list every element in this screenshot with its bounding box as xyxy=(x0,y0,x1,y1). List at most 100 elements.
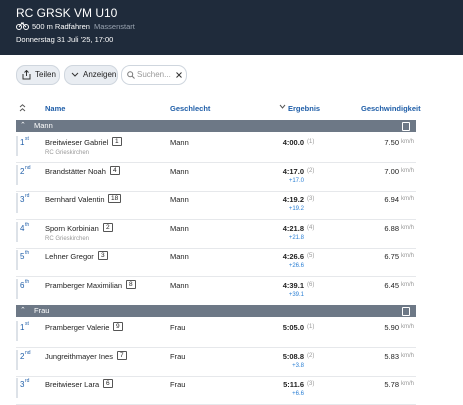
col-gender[interactable]: Geschlecht xyxy=(170,104,211,113)
search-input[interactable]: Suchen... xyxy=(121,65,187,85)
rank-marker xyxy=(16,136,18,156)
time: 5:05.0 xyxy=(282,323,304,332)
gender: Mann xyxy=(170,252,189,261)
place: (3) xyxy=(307,381,315,387)
sort-arrow xyxy=(279,104,286,109)
rank-marker xyxy=(16,378,18,398)
speed: 6.94 xyxy=(384,195,399,204)
header: RC GRSK VM U10 500 m Radfahren Massensta… xyxy=(0,0,463,55)
rank-suffix: nd xyxy=(25,164,31,171)
rank: 1 xyxy=(20,323,25,332)
bib: 7 xyxy=(117,350,127,360)
rank-marker xyxy=(16,250,18,270)
time: 4:39.1 xyxy=(282,280,304,290)
club: RC Grieskirchen xyxy=(45,235,90,242)
gap: +17.0 xyxy=(288,177,304,184)
bike-icon xyxy=(16,22,29,30)
place: (2) xyxy=(307,352,315,359)
collapse-icon: ⌃ xyxy=(20,307,26,314)
bib: 3 xyxy=(98,251,108,260)
gap: +21.8 xyxy=(288,234,304,241)
rank-suffix: rd xyxy=(25,378,30,384)
rank-suffix: nd xyxy=(25,349,31,356)
group-label: Frau xyxy=(34,306,50,315)
athlete-name: Brandstätter Noah xyxy=(45,166,106,176)
gap: +3.8 xyxy=(292,362,304,369)
rank: 3 xyxy=(20,380,25,389)
bib: 4 xyxy=(110,165,120,175)
rank-marker xyxy=(16,321,18,341)
rank-suffix: th xyxy=(25,250,30,256)
rank-suffix: th xyxy=(25,278,30,285)
rank-marker xyxy=(16,193,18,213)
rank: 6 xyxy=(20,280,25,290)
gender: Frau xyxy=(170,351,186,361)
place: (2) xyxy=(307,167,315,174)
athlete-name: Pramberger Valerie xyxy=(45,323,110,332)
unit: km/h xyxy=(401,139,415,145)
share-label: Teilen xyxy=(35,70,56,79)
rank: 2 xyxy=(20,351,25,361)
place: (6) xyxy=(307,281,315,288)
athlete-name: Jungreithmayer Ines xyxy=(45,351,113,361)
gender: Mann xyxy=(170,223,189,233)
athlete-name: Lehner Gregor xyxy=(45,252,94,261)
place: (1) xyxy=(307,324,315,330)
title: RC GRSK VM U10 xyxy=(16,6,118,20)
rank-suffix: st xyxy=(25,136,29,142)
gender: Frau xyxy=(170,380,186,389)
col-speed[interactable]: Geschwindigkeit xyxy=(361,104,421,113)
sort-icon[interactable] xyxy=(19,104,26,112)
group-icon xyxy=(402,307,410,316)
unit: km/h xyxy=(401,281,415,288)
bib: 9 xyxy=(113,322,123,331)
unit: km/h xyxy=(401,253,415,259)
speed: 7.00 xyxy=(384,166,399,176)
rank-marker xyxy=(16,349,18,370)
gap: +6.6 xyxy=(292,391,304,397)
rank: 4 xyxy=(20,223,25,233)
rank-suffix: th xyxy=(25,221,30,228)
speed: 7.50 xyxy=(384,138,399,147)
view-button[interactable]: Anzeigen xyxy=(64,65,118,85)
rank: 3 xyxy=(20,195,25,204)
share-button[interactable]: Teilen xyxy=(16,65,60,85)
speed: 5.90 xyxy=(384,323,399,332)
bib: 18 xyxy=(108,194,122,203)
search-placeholder: Suchen... xyxy=(137,70,171,79)
clear-icon[interactable] xyxy=(176,72,182,78)
col-name[interactable]: Name xyxy=(45,104,66,113)
unit: km/h xyxy=(401,352,415,359)
rank-marker xyxy=(16,221,18,242)
gap: +26.6 xyxy=(288,263,304,269)
bib: 1 xyxy=(112,137,122,146)
group-header: ⌃ Frau xyxy=(16,305,416,317)
group-icon xyxy=(402,122,410,131)
rank-suffix: st xyxy=(25,321,29,327)
time: 4:00.0 xyxy=(282,138,304,147)
collapse-icon: ⌃ xyxy=(20,122,26,129)
rank-marker xyxy=(16,278,18,299)
place: (1) xyxy=(307,139,315,145)
athlete-name: Breitwieser Gabriel xyxy=(45,138,109,147)
rank-marker xyxy=(16,164,18,185)
date: Donnerstag 31 Juli '25, 17:00 xyxy=(16,35,114,44)
rank: 1 xyxy=(20,138,25,147)
gender: Mann xyxy=(170,166,189,176)
athlete-name: Sporn Korbinian xyxy=(45,223,99,233)
col-result[interactable]: Ergebnis xyxy=(288,104,321,113)
athlete-name: Pramberger Maximilian xyxy=(45,280,123,290)
bib: 2 xyxy=(103,222,113,232)
gender: Frau xyxy=(170,323,186,332)
time: 5:11.6 xyxy=(283,380,304,389)
time: 4:17.0 xyxy=(282,166,304,176)
club: RC Grieskirchen xyxy=(45,150,90,156)
